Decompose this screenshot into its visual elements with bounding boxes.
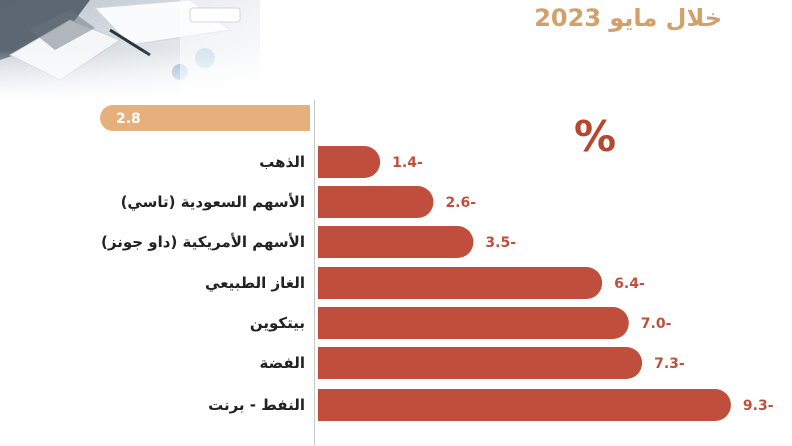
bar-negative-cap [318,146,334,178]
percent-symbol: % [574,112,617,161]
bar-negative [318,307,629,339]
axis-divider [314,100,315,446]
category-label: الذهب [259,153,305,171]
bar-negative [318,267,603,299]
bar-negative [318,186,434,218]
bar-negative [318,347,643,379]
office-photo-illustration [0,0,260,100]
category-label: الغاز الطبيعي [204,274,305,292]
bar-negative-cap [318,226,334,258]
bar-positive-cap [296,105,310,131]
category-label: الأسهم السعودية (تاسي) [120,193,305,211]
bar-negative [318,389,731,421]
bar-negative-cap [318,347,334,379]
bar-negative-cap [318,389,334,421]
value-label: 7.0- [641,316,672,332]
value-label: 2.8 [116,111,141,127]
value-label: 9.3- [743,398,774,414]
category-label: الفضة [259,354,305,372]
bar-negative-cap [318,307,334,339]
bar-negative-cap [318,267,334,299]
category-label: بيتكوين [249,314,305,332]
value-label: 3.5- [485,235,516,251]
chart-title: خلال مايو 2023 [534,4,722,32]
office-photo [0,0,260,100]
value-label: 6.4- [614,276,645,292]
bar-positive [100,105,310,131]
bar-negative-cap [318,186,334,218]
category-label: الأسهم الأمريكية (داو جونز) [101,233,305,251]
bar-negative [318,226,474,258]
category-label: النفط - برنت [208,396,305,414]
value-label: 1.4- [392,155,423,171]
value-label: 2.6- [445,195,476,211]
value-label: 7.3- [654,356,685,372]
